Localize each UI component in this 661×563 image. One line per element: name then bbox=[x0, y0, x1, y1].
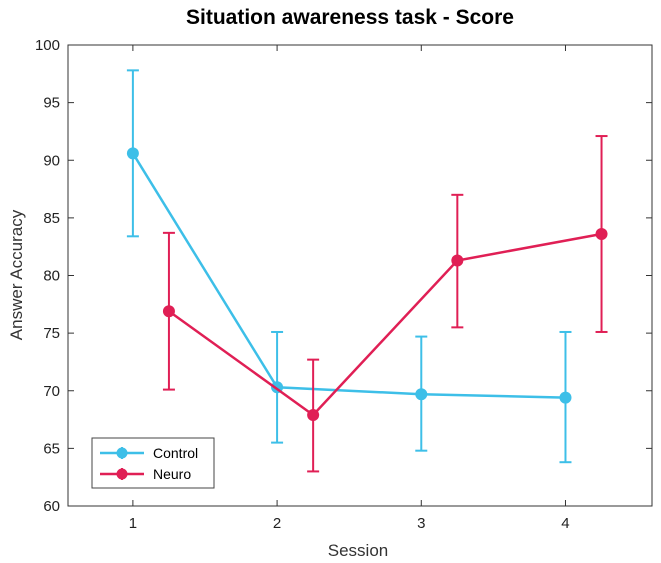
legend-box bbox=[91, 437, 215, 489]
data-point-control bbox=[559, 391, 572, 404]
legend-label-neuro: Neuro bbox=[153, 466, 191, 482]
y-tick-label: 85 bbox=[43, 210, 60, 227]
series-line-control bbox=[131, 152, 566, 399]
y-tick-label: 60 bbox=[43, 498, 60, 515]
legend-marker-control bbox=[116, 447, 128, 459]
x-axis-label: Session bbox=[328, 541, 388, 560]
series-neuro bbox=[162, 135, 608, 473]
series-control bbox=[126, 69, 572, 464]
y-tick-label: 95 bbox=[43, 95, 60, 112]
legend: Control Neuro bbox=[91, 437, 215, 489]
x-tick-label: 3 bbox=[417, 515, 425, 532]
legend-marker-neuro bbox=[116, 468, 128, 480]
y-tick-label: 65 bbox=[43, 440, 60, 457]
series-layer bbox=[126, 69, 608, 473]
y-tick-label: 80 bbox=[43, 268, 60, 285]
y-tick-label: 100 bbox=[35, 37, 60, 54]
data-point-neuro bbox=[162, 305, 175, 318]
legend-entry-neuro: Neuro bbox=[100, 466, 191, 482]
legend-entry-control: Control bbox=[100, 445, 198, 461]
y-tick-label: 70 bbox=[43, 383, 60, 400]
data-point-neuro bbox=[451, 254, 464, 267]
legend-label-control: Control bbox=[153, 445, 198, 461]
y-axis-label: Answer Accuracy bbox=[7, 209, 26, 340]
x-tick-label: 4 bbox=[561, 515, 569, 532]
x-tick-label: 1 bbox=[129, 515, 137, 532]
plot-frame bbox=[67, 44, 653, 507]
x-tick-label: 2 bbox=[273, 515, 281, 532]
series-line-neuro bbox=[168, 232, 602, 417]
data-point-control bbox=[126, 147, 139, 160]
data-point-control bbox=[415, 388, 428, 401]
axes: 60 65 70 75 80 85 90 95 100 1 2 3 4 bbox=[35, 37, 653, 532]
data-point-neuro bbox=[595, 228, 608, 241]
y-tick-label: 90 bbox=[43, 152, 60, 169]
chart-title: Situation awareness task - Score bbox=[186, 6, 514, 29]
y-tick-label: 75 bbox=[43, 325, 60, 342]
data-point-neuro bbox=[307, 408, 320, 421]
